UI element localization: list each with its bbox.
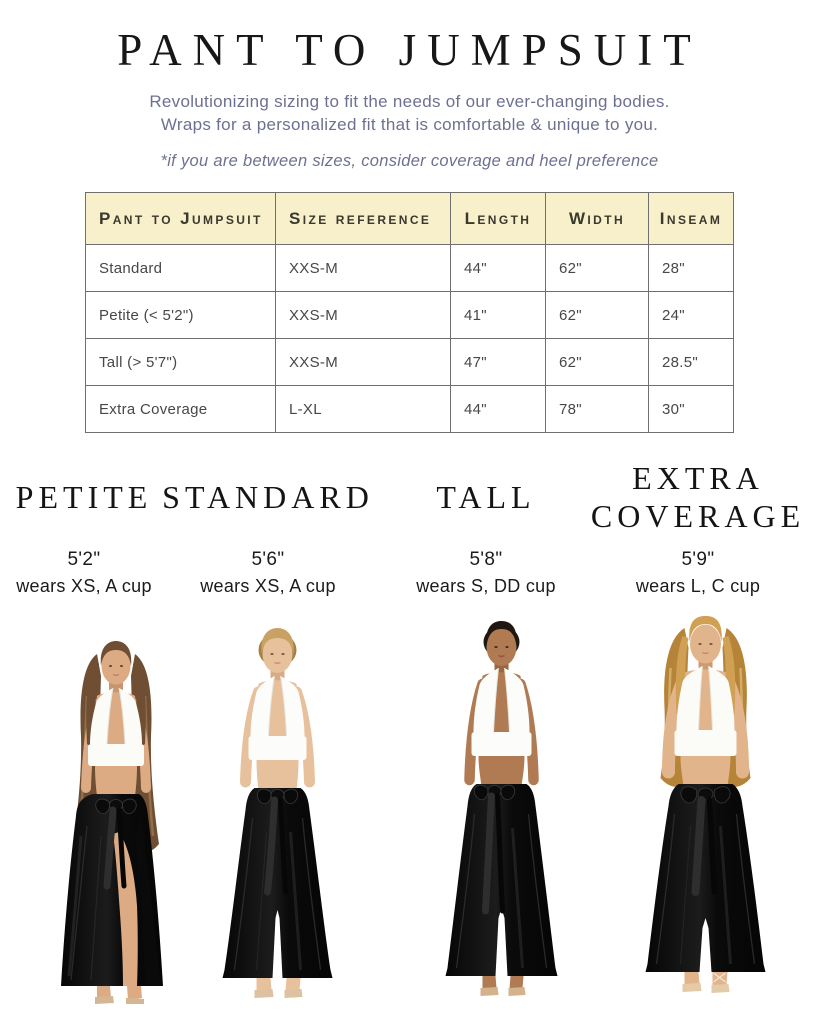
front-hair — [486, 621, 517, 646]
face — [262, 635, 293, 673]
face-features — [108, 665, 124, 676]
cell-inseam: 24" — [648, 291, 734, 339]
cell-size: XXS-M — [275, 244, 451, 292]
fit-profile-standard: STANDARD 5'6" wears XS, A cup — [142, 456, 394, 597]
wrap-pants — [645, 784, 766, 972]
heels — [254, 978, 303, 998]
profile-wears: wears S, DD cup — [416, 576, 556, 596]
halter-top — [471, 667, 532, 756]
table-row-tall: Tall (> 5'7") XXS-M 47" 62" 28.5" — [85, 338, 734, 386]
heels — [95, 986, 144, 1004]
cell-length: 44" — [450, 385, 546, 433]
face-features — [494, 646, 509, 658]
col-header-pant-to-jumpsuit: Pant to Jumpsuit — [85, 192, 276, 245]
waist-tie — [95, 798, 137, 890]
subtitle-line-1: Revolutionizing sizing to fit the needs … — [149, 92, 670, 111]
profile-wears: wears XS, A cup — [200, 576, 336, 596]
profile-wears: wears XS, A cup — [16, 576, 152, 596]
cell-size: XXS-M — [275, 291, 451, 339]
front-hair — [261, 628, 294, 654]
cell-inseam: 28.5" — [648, 338, 734, 386]
halter-top — [88, 687, 144, 766]
profile-wears: wears L, C cup — [635, 576, 761, 596]
cell-category: Standard — [85, 244, 276, 292]
heels — [682, 972, 730, 993]
midriff — [256, 760, 299, 790]
waist-tie — [680, 786, 731, 896]
waist-tie — [256, 788, 299, 896]
slit-leg — [113, 832, 138, 986]
table-row-petite: Petite (< 5'2") XXS-M 41" 62" 24" — [85, 291, 734, 339]
wrap-pants — [445, 784, 558, 976]
cell-width: 62" — [545, 244, 649, 292]
col-header-width: Width — [545, 192, 649, 245]
face-features — [698, 643, 713, 655]
col-header-length: Length — [450, 192, 546, 245]
profile-height: 5'2" — [67, 549, 101, 570]
fit-profile-tall: TALL 5'8" wears S, DD cup — [360, 456, 612, 597]
profile-height: 5'9" — [681, 549, 715, 570]
halter-top — [674, 665, 737, 756]
page-title: PANT TO JUMPSUIT — [117, 25, 702, 75]
cell-length: 44" — [450, 244, 546, 292]
fit-profile-extra-coverage: EXTRA COVERAGE 5'9" wears L, C cup — [572, 456, 819, 597]
heels — [480, 976, 526, 996]
wrap-pants — [222, 788, 333, 978]
model-photo-extra-coverage — [609, 612, 804, 1002]
cell-category: Petite (< 5'2") — [85, 291, 276, 339]
halter-top — [248, 675, 307, 760]
table-row-extra-coverage: Extra Coverage L-XL 44" 78" 30" — [85, 385, 734, 433]
cell-category: Extra Coverage — [85, 385, 276, 433]
cell-width: 78" — [545, 385, 649, 433]
model-photo-standard — [191, 622, 366, 1004]
cell-size: XXS-M — [275, 338, 451, 386]
midriff — [680, 756, 731, 786]
cell-length: 47" — [450, 338, 546, 386]
face-features — [270, 653, 285, 664]
col-header-inseam: Inseam — [648, 192, 734, 245]
midriff — [95, 766, 137, 796]
cell-length: 41" — [450, 291, 546, 339]
profile-height: 5'6" — [251, 549, 285, 570]
model-photo-petite — [31, 636, 201, 1004]
face — [101, 647, 131, 685]
waist-tie — [473, 784, 516, 915]
wrap-pants — [61, 794, 163, 986]
profile-label: EXTRA COVERAGE — [590, 460, 806, 534]
size-table-header-row: Pant to Jumpsuit Size reference Length W… — [85, 192, 734, 245]
face — [690, 624, 721, 664]
cell-size: L-XL — [275, 385, 451, 433]
profile-label: TALL — [436, 479, 536, 515]
subtitle: Revolutionizing sizing to fit the needs … — [0, 90, 819, 136]
table-row-standard: Standard XXS-M 44" 62" 28" — [85, 244, 734, 292]
midriff — [478, 756, 525, 786]
size-table: Pant to Jumpsuit Size reference Length W… — [85, 192, 734, 433]
between-sizes-note: *if you are between sizes, consider cove… — [160, 152, 659, 170]
model-photo-tall — [415, 616, 590, 1004]
col-header-size-reference: Size reference — [275, 192, 451, 245]
fit-profile-petite: PETITE 5'2" wears XS, A cup — [0, 456, 210, 597]
face — [486, 628, 517, 666]
cell-width: 62" — [545, 291, 649, 339]
cell-inseam: 28" — [648, 244, 734, 292]
subtitle-line-2: Wraps for a personalized fit that is com… — [160, 115, 659, 134]
profile-label: STANDARD — [162, 479, 374, 515]
profile-height: 5'8" — [469, 549, 503, 570]
cell-category: Tall (> 5'7") — [85, 338, 276, 386]
cell-width: 62" — [545, 338, 649, 386]
profile-label: PETITE — [15, 479, 153, 515]
cell-inseam: 30" — [648, 385, 734, 433]
